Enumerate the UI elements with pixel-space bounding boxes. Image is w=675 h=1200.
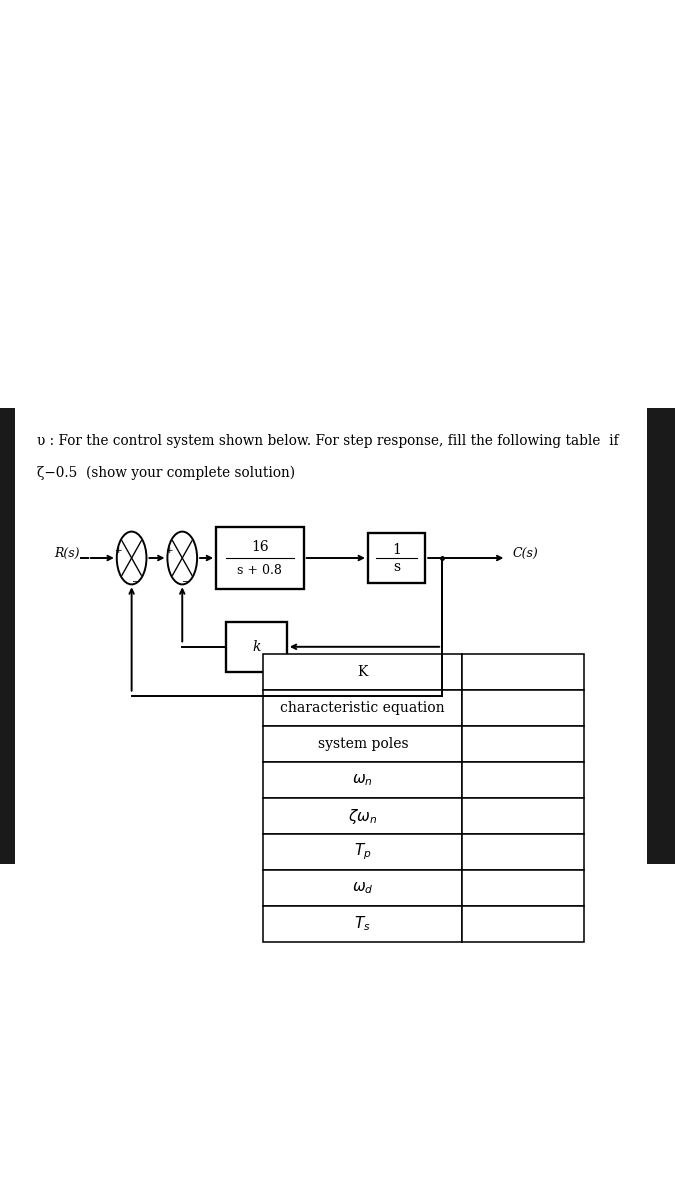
Text: C(s): C(s) [513, 547, 539, 559]
Bar [263, 906, 462, 942]
Text: 1: 1 [392, 544, 401, 558]
Bar [263, 798, 462, 834]
Text: +: + [165, 546, 173, 554]
Bar [263, 762, 462, 798]
Bar [263, 654, 462, 690]
Text: 16: 16 [251, 540, 269, 553]
Bar [462, 798, 584, 834]
Bar [462, 726, 584, 762]
Bar [263, 834, 462, 870]
Text: K: K [358, 665, 368, 679]
Bar [462, 906, 584, 942]
Bar [263, 726, 462, 762]
Text: $\omega_d$: $\omega_d$ [352, 880, 373, 896]
Text: R(s): R(s) [54, 547, 80, 559]
Text: −: − [182, 576, 189, 584]
Bar [226, 622, 287, 672]
Text: s: s [393, 560, 400, 574]
Text: $T_s$: $T_s$ [354, 914, 371, 934]
Text: s + 0.8: s + 0.8 [238, 564, 282, 577]
Text: characteristic equation: characteristic equation [281, 701, 445, 715]
Bar [462, 690, 584, 726]
Bar [462, 654, 584, 690]
Text: $\omega_n$: $\omega_n$ [352, 772, 373, 788]
Text: $T_p$: $T_p$ [354, 841, 372, 863]
Bar [263, 690, 462, 726]
Bar [368, 533, 425, 583]
Bar [216, 527, 304, 589]
Bar [647, 408, 675, 864]
Text: k: k [252, 640, 261, 654]
Text: system poles: system poles [317, 737, 408, 751]
Bar [462, 870, 584, 906]
Bar [462, 762, 584, 798]
Text: −: − [131, 576, 138, 584]
Text: $\zeta\omega_n$: $\zeta\omega_n$ [348, 806, 377, 826]
Bar [263, 870, 462, 906]
Text: +: + [115, 546, 122, 554]
Text: ζ−0.5  (show your complete solution): ζ−0.5 (show your complete solution) [37, 466, 295, 480]
Text: υ : For the control system shown below. For step response, fill the following ta: υ : For the control system shown below. … [37, 434, 619, 449]
Bar [462, 834, 584, 870]
Bar [0, 408, 15, 864]
